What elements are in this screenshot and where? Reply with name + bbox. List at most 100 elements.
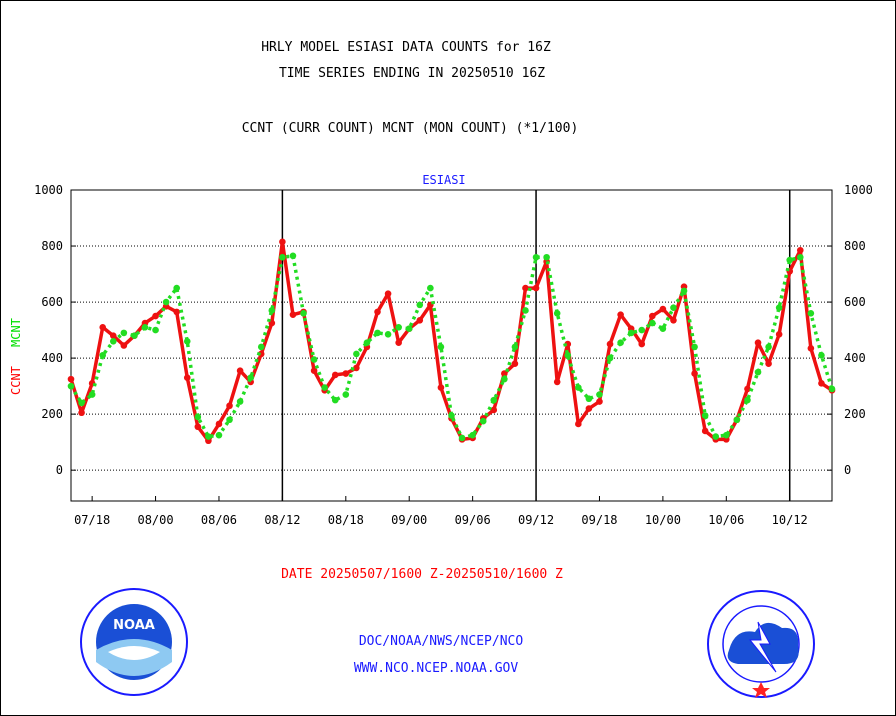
data-point-ccnt (384, 290, 392, 297)
data-point-mcnt (701, 412, 709, 419)
x-tick-label: 08/12 (264, 513, 300, 527)
data-point-mcnt (490, 396, 498, 404)
date-range: DATE 20250507/1600 Z-20250510/1600 Z (281, 567, 563, 582)
data-point-mcnt (162, 298, 170, 306)
data-point-ccnt (437, 384, 445, 391)
data-point-mcnt (152, 326, 159, 334)
data-point-ccnt (236, 367, 244, 375)
data-point-mcnt (479, 417, 487, 425)
data-point-ccnt (395, 339, 402, 346)
y-axis-label: CCNT MCNT (9, 318, 23, 395)
data-point-mcnt (395, 323, 402, 331)
x-tick-label: 07/18 (74, 513, 110, 527)
data-point-mcnt (511, 343, 519, 351)
data-point-mcnt (342, 391, 350, 398)
data-point-ccnt (744, 385, 751, 393)
data-point-ccnt (532, 284, 540, 292)
data-point-mcnt (78, 399, 85, 407)
data-point-ccnt (670, 316, 677, 324)
data-point-ccnt (342, 370, 350, 377)
data-point-mcnt (437, 343, 445, 351)
url-line[interactable]: WWW.NCO.NCEP.NOAA.GOV (354, 661, 519, 676)
data-point-mcnt (532, 253, 540, 261)
data-point-mcnt (384, 330, 392, 338)
data-point-mcnt (775, 304, 783, 311)
data-point-ccnt (701, 427, 709, 435)
axes-layer (70, 189, 833, 502)
data-point-ccnt (416, 316, 424, 324)
data-point-mcnt (638, 326, 646, 334)
data-point-mcnt (215, 431, 223, 439)
x-tick-label: 10/06 (708, 513, 744, 527)
noaa-bird-icon (108, 646, 160, 660)
data-point-mcnt (807, 309, 815, 317)
data-point-mcnt (553, 309, 561, 317)
data-point-mcnt (828, 385, 836, 393)
data-point-ccnt (638, 340, 646, 348)
data-point-mcnt (712, 433, 720, 440)
data-point-ccnt (374, 308, 381, 316)
y-tick-label-right: 400 (844, 351, 866, 365)
data-point-mcnt (236, 398, 244, 405)
y-label-mcnt: MCNT (9, 318, 23, 347)
data-point-mcnt (321, 384, 328, 391)
data-point-ccnt (99, 323, 107, 331)
data-point-ccnt (818, 380, 825, 387)
noaa-logo-text: NOAA (113, 618, 155, 633)
x-tick-label: 08/00 (137, 513, 173, 527)
data-point-ccnt (289, 311, 297, 318)
noaa-logo: NOAA (80, 588, 188, 696)
ticks-layer: 0 0 200 200 400 400 600 600 800 800 1000 1000 07/18 0… (34, 183, 873, 527)
x-tick-label: 09/00 (391, 513, 427, 527)
data-point-ccnt (659, 305, 667, 313)
data-point-ccnt (109, 332, 117, 339)
data-point-mcnt (448, 412, 455, 419)
data-point-ccnt (511, 360, 519, 368)
data-point-mcnt (226, 416, 233, 424)
data-point-ccnt (353, 364, 360, 372)
plot-frame (70, 189, 833, 502)
data-point-ccnt (775, 330, 783, 338)
y-tick-label-right: 800 (844, 239, 866, 253)
data-point-ccnt (553, 378, 561, 386)
data-point-mcnt (405, 325, 413, 332)
data-point-mcnt (300, 309, 307, 317)
data-point-ccnt (279, 238, 286, 246)
y-tick-label-left: 600 (41, 295, 63, 309)
data-point-ccnt (807, 345, 815, 352)
data-point-mcnt (585, 395, 593, 403)
data-point-mcnt (183, 337, 191, 345)
data-point-ccnt (691, 370, 698, 377)
lightning-icon (748, 621, 777, 673)
data-point-mcnt (331, 396, 339, 404)
data-point-ccnt (501, 370, 508, 377)
data-point-mcnt (99, 352, 107, 359)
data-point-mcnt (659, 325, 667, 332)
data-point-ccnt (215, 420, 223, 428)
data-point-mcnt (257, 343, 265, 351)
x-tick-label: 10/00 (645, 513, 681, 527)
data-point-ccnt (765, 360, 772, 368)
data-point-ccnt (796, 246, 804, 254)
y-tick-label-right: 0 (844, 463, 851, 477)
data-point-mcnt (353, 350, 360, 358)
y-tick-label-right: 1000 (844, 183, 873, 197)
x-tick-label: 09/12 (518, 513, 554, 527)
star-icon (752, 682, 770, 698)
data-point-mcnt (606, 354, 614, 362)
data-point-mcnt (109, 337, 117, 345)
data-point-mcnt (680, 287, 688, 295)
data-point-mcnt (120, 329, 128, 337)
data-point-ccnt (183, 374, 191, 382)
data-point-mcnt (522, 307, 529, 314)
y-tick-label-left: 800 (41, 239, 63, 253)
data-point-ccnt (585, 405, 593, 412)
nws-logo (707, 590, 815, 698)
data-point-mcnt (374, 329, 381, 337)
x-tick-label: 10/12 (772, 513, 808, 527)
data-point-mcnt (310, 356, 318, 363)
series-line-mcnt (69, 254, 834, 440)
page-subtitle: TIME SERIES ENDING IN 20250510 16Z (279, 66, 545, 81)
data-point-mcnt (205, 433, 212, 440)
